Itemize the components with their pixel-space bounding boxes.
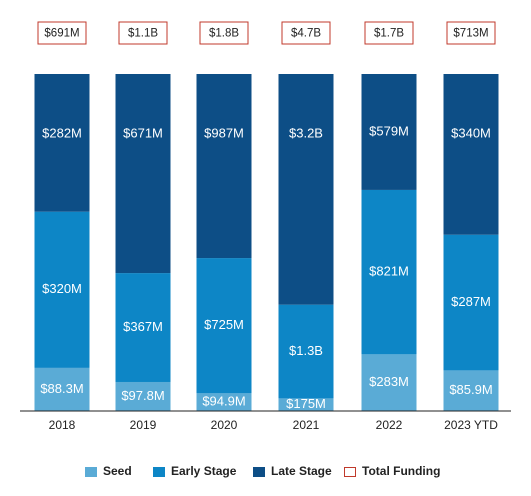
bar-segment-seed-1 <box>115 381 171 411</box>
bar-data-label: $725M <box>204 317 244 332</box>
legend-swatch <box>153 467 165 477</box>
bar-segment-early-stage-4 <box>361 189 417 355</box>
bar-data-label: $175M <box>286 396 326 411</box>
bar-data-label: $987M <box>204 125 244 140</box>
legend-label: Total Funding <box>362 464 440 478</box>
total-funding-box <box>118 21 168 45</box>
x-tick-label: 2019 <box>130 418 157 432</box>
total-funding-label: $1.7B <box>374 28 404 40</box>
legend-label: Early Stage <box>171 464 237 478</box>
bar-segment-seed-0 <box>34 367 90 411</box>
legend-label: Seed <box>103 464 132 478</box>
total-funding-box <box>281 21 331 45</box>
bar-segment-early-stage-1 <box>115 273 171 382</box>
bar-data-label: $1.3B <box>289 343 323 358</box>
total-funding-label: $4.7B <box>291 28 321 40</box>
bar-segment-late-stage-0 <box>34 74 90 212</box>
bar-segment-late-stage-5 <box>443 74 499 235</box>
bar-data-label: $97.8M <box>121 388 164 403</box>
bar-segment-late-stage-4 <box>361 74 417 190</box>
total-funding-box <box>199 21 249 45</box>
total-funding-box <box>37 21 87 45</box>
total-funding-label: $691M <box>44 28 79 40</box>
bar-segment-late-stage-3 <box>278 74 334 305</box>
bar-segment-early-stage-3 <box>278 304 334 399</box>
total-funding-box <box>446 21 496 45</box>
bar-data-label: $85.9M <box>449 382 492 397</box>
bar-segment-early-stage-5 <box>443 234 499 371</box>
legend-swatch <box>253 467 265 477</box>
bar-data-label: $367M <box>123 319 163 334</box>
legend-swatch <box>85 467 97 477</box>
total-funding-label: $1.8B <box>209 28 239 40</box>
bar-data-label: $671M <box>123 125 163 140</box>
total-funding-label: $1.1B <box>128 28 158 40</box>
total-funding-box <box>364 21 414 45</box>
bar-segment-seed-4 <box>361 354 417 411</box>
bar-segment-seed-3 <box>278 398 334 411</box>
x-tick-label: 2018 <box>49 418 76 432</box>
bar-data-label: $88.3M <box>40 381 83 396</box>
x-tick-label: 2023 YTD <box>444 418 498 432</box>
bar-segment-early-stage-0 <box>34 211 90 368</box>
bar-data-label: $283M <box>369 374 409 389</box>
bar-segment-late-stage-2 <box>196 74 252 259</box>
bar-data-label: $821M <box>369 264 409 279</box>
x-tick-label: 2022 <box>376 418 403 432</box>
x-tick-label: 2020 <box>211 418 238 432</box>
bar-data-label: $287M <box>451 294 491 309</box>
bar-segment-early-stage-2 <box>196 258 252 394</box>
total-funding-label: $713M <box>453 28 488 40</box>
bar-segment-seed-2 <box>196 393 252 411</box>
bar-data-label: $340M <box>451 125 491 140</box>
bar-data-label: $94.9M <box>202 394 245 409</box>
bar-segment-late-stage-1 <box>115 74 171 274</box>
bar-data-label: $3.2B <box>289 125 323 140</box>
legend-label: Late Stage <box>271 464 332 478</box>
bar-segment-seed-5 <box>443 370 499 411</box>
bar-data-label: $282M <box>42 125 82 140</box>
bar-data-label: $579M <box>369 123 409 138</box>
bar-data-label: $320M <box>42 281 82 296</box>
legend-swatch <box>344 467 356 477</box>
x-tick-label: 2021 <box>293 418 320 432</box>
